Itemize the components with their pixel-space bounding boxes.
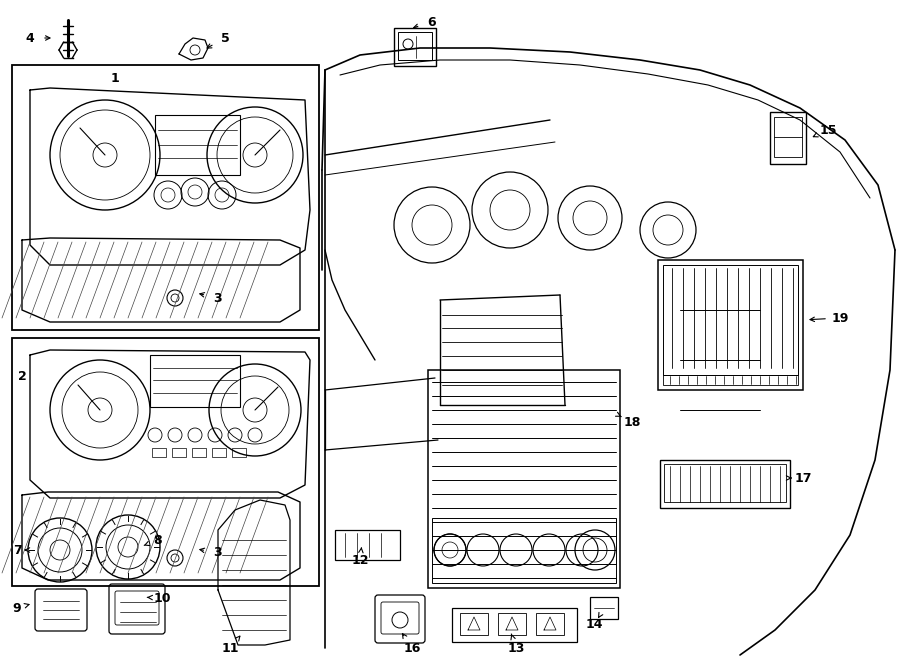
Bar: [150, 355, 240, 407]
Bar: [398, 32, 432, 60]
Bar: [590, 597, 618, 619]
Bar: [172, 448, 186, 457]
Bar: [660, 460, 790, 508]
Text: 6: 6: [428, 15, 436, 28]
Text: 1: 1: [111, 71, 120, 85]
Bar: [663, 375, 798, 385]
Bar: [664, 464, 786, 502]
Bar: [536, 613, 564, 635]
Text: 17: 17: [794, 471, 812, 485]
Text: 18: 18: [624, 416, 641, 428]
Bar: [232, 448, 246, 457]
Text: 10: 10: [153, 592, 171, 605]
Text: 5: 5: [220, 32, 230, 44]
Text: 12: 12: [351, 553, 369, 566]
Text: 7: 7: [13, 543, 22, 557]
Text: 14: 14: [585, 619, 603, 631]
Bar: [335, 530, 400, 560]
Text: 2: 2: [18, 369, 26, 383]
Text: 8: 8: [154, 533, 162, 547]
Text: 3: 3: [213, 292, 222, 305]
Bar: [12, 65, 319, 330]
Text: 19: 19: [832, 311, 849, 325]
Bar: [774, 117, 802, 157]
Bar: [394, 28, 436, 66]
Bar: [663, 265, 798, 375]
Bar: [12, 338, 319, 586]
Bar: [152, 448, 166, 457]
Text: 4: 4: [25, 32, 34, 44]
Bar: [432, 518, 616, 583]
Bar: [658, 260, 803, 390]
Text: 3: 3: [213, 547, 222, 559]
Text: 11: 11: [221, 641, 239, 654]
Text: 13: 13: [508, 641, 525, 654]
Bar: [770, 112, 806, 164]
Text: 16: 16: [403, 641, 420, 654]
Text: 15: 15: [819, 124, 837, 137]
Bar: [498, 613, 526, 635]
Bar: [192, 448, 206, 457]
Bar: [212, 448, 226, 457]
Bar: [452, 608, 577, 642]
Text: 9: 9: [13, 602, 22, 615]
Bar: [428, 370, 620, 588]
Bar: [155, 115, 240, 175]
Bar: [460, 613, 488, 635]
